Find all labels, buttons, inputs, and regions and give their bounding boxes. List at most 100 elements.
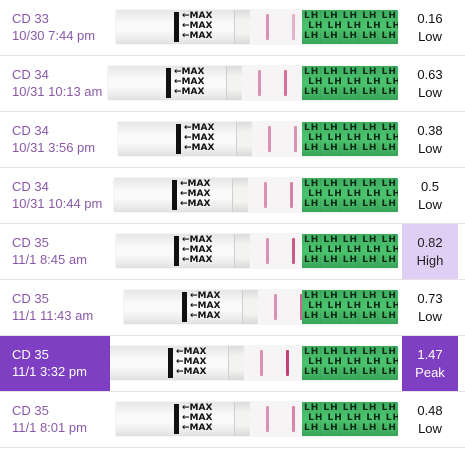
test-row[interactable]: CD 35 11/1 8:01 pm ←MAX ←MAX ←MAX LH LH LH … <box>0 392 465 448</box>
strip-green-end: LH LH LH LH LH LH LH LH LH LH LH LH LH L… <box>302 66 398 100</box>
test-line <box>294 126 297 152</box>
max-arrows-icon: ←MAX ←MAX ←MAX <box>182 11 213 41</box>
test-label: CD 35 11/1 8:01 pm <box>0 392 110 447</box>
reading-value: 1.47 <box>417 347 443 362</box>
result-window <box>242 66 312 100</box>
test-reading: 0.16 Low <box>402 0 458 55</box>
strip-green-end: LH LH LH LH LH LH LH LH LH LH LH LH LH L… <box>302 122 398 156</box>
test-datetime-text: 11/1 8:45 am <box>12 252 87 267</box>
max-arrows-icon: ←MAX ←MAX ←MAX <box>182 235 213 265</box>
strip-handle-bar <box>182 292 187 322</box>
test-reading: 1.47 Peak <box>402 336 458 391</box>
strip-handle-bar <box>174 236 179 266</box>
test-datetime-text: 10/31 3:56 pm <box>12 140 96 155</box>
test-reading: 0.63 Low <box>402 56 458 111</box>
strip-green-end: LH LH LH LH LH LH LH LH LH LH LH LH LH L… <box>302 10 398 44</box>
max-arrows-icon: ←MAX ←MAX ←MAX <box>180 179 211 209</box>
test-row[interactable]: CD 34 10/31 10:13 am ←MAX ←MAX ←MAX LH LH L… <box>0 56 465 112</box>
reading-level: Low <box>418 309 442 324</box>
reading-value: 0.48 <box>417 403 443 418</box>
strip-green-end: LH LH LH LH LH LH LH LH LH LH LH LH LH L… <box>302 178 398 212</box>
test-row[interactable]: CD 35 11/1 3:32 pm ←MAX ←MAX ←MAX LH LH LH … <box>0 336 465 392</box>
strip-green-end: LH LH LH LH LH LH LH LH LH LH LH LH LH L… <box>302 290 398 324</box>
test-line <box>292 14 295 40</box>
control-line <box>266 14 269 40</box>
test-datetime-text: 11/1 3:32 pm <box>12 364 87 379</box>
test-strip-photo: ←MAX ←MAX ←MAX LH LH LH LH LH LH LH LH LH… <box>116 234 398 268</box>
reading-value: 0.82 <box>417 235 443 250</box>
test-row[interactable]: CD 34 10/31 3:56 pm ←MAX ←MAX ←MAX LH LH LH… <box>0 112 465 168</box>
strip-handle-bar <box>168 348 173 378</box>
test-line <box>292 406 295 432</box>
cycle-day-text: CD 34 <box>12 67 49 82</box>
test-strip-photo: ←MAX ←MAX ←MAX LH LH LH LH LH LH LH LH LH… <box>116 402 398 436</box>
cycle-day-text: CD 35 <box>12 347 49 362</box>
cycle-day-text: CD 35 <box>12 403 49 418</box>
reading-value: 0.16 <box>417 11 443 26</box>
test-label: CD 34 10/31 10:44 pm <box>0 168 110 223</box>
test-label: CD 35 11/1 8:45 am <box>0 224 110 279</box>
test-datetime-text: 11/1 11:43 am <box>12 308 94 323</box>
strip-handle-bar <box>166 68 171 98</box>
reading-value: 0.63 <box>417 67 443 82</box>
test-strip-photo: ←MAX ←MAX ←MAX LH LH LH LH LH LH LH LH LH… <box>124 290 398 324</box>
reading-level: Peak <box>415 365 445 380</box>
test-label: CD 34 10/31 3:56 pm <box>0 112 110 167</box>
test-label: CD 35 11/1 3:32 pm <box>0 336 110 391</box>
test-row[interactable]: CD 35 11/1 8:45 am ←MAX ←MAX ←MAX LH LH LH … <box>0 224 465 280</box>
test-row[interactable]: CD 35 11/1 11:43 am ←MAX ←MAX ←MAX LH LH LH… <box>0 280 465 336</box>
strip-green-end: LH LH LH LH LH LH LH LH LH LH LH LH LH L… <box>302 402 398 436</box>
test-row[interactable]: CD 33 10/30 7:44 pm ←MAX ←MAX ←MAX LH LH LH… <box>0 0 465 56</box>
test-strip-photo: ←MAX ←MAX ←MAX LH LH LH LH LH LH LH LH LH… <box>116 10 398 44</box>
test-line <box>300 294 303 320</box>
max-arrows-icon: ←MAX ←MAX ←MAX <box>176 347 207 377</box>
cycle-day-text: CD 33 <box>12 11 49 26</box>
cycle-day-text: CD 35 <box>12 235 49 250</box>
test-strip-photo: ←MAX ←MAX ←MAX LH LH LH LH LH LH LH LH LH… <box>118 122 398 156</box>
reading-value: 0.38 <box>417 123 443 138</box>
test-row[interactable]: CD 34 10/31 10:44 pm ←MAX ←MAX ←MAX LH LH L… <box>0 168 465 224</box>
reading-value: 0.5 <box>420 179 440 194</box>
test-reading: 0.73 Low <box>402 280 458 335</box>
control-line <box>264 182 267 208</box>
cycle-day-text: CD 34 <box>12 123 49 138</box>
reading-level: Low <box>418 197 442 212</box>
test-datetime-text: 11/1 8:01 pm <box>12 420 87 435</box>
strip-green-end: LH LH LH LH LH LH LH LH LH LH LH LH LH L… <box>302 234 398 268</box>
test-reading: 0.38 Low <box>402 112 458 167</box>
test-line <box>292 238 295 264</box>
test-line <box>286 350 289 376</box>
test-reading: 0.82 High <box>402 224 458 279</box>
test-strip-photo: ←MAX ←MAX ←MAX LH LH LH LH LH LH LH LH LH… <box>110 346 398 380</box>
strip-handle-bar <box>172 180 177 210</box>
control-line <box>258 70 261 96</box>
strip-green-end: LH LH LH LH LH LH LH LH LH LH LH LH LH L… <box>302 346 398 380</box>
reading-value: 0.73 <box>417 291 443 306</box>
reading-level: Low <box>418 29 442 44</box>
reading-level: Low <box>418 141 442 156</box>
reading-level: Low <box>418 421 442 436</box>
reading-level: Low <box>418 85 442 100</box>
max-arrows-icon: ←MAX ←MAX ←MAX <box>174 67 205 97</box>
test-datetime-text: 10/31 10:13 am <box>12 84 103 99</box>
cycle-day-text: CD 34 <box>12 179 49 194</box>
test-datetime-text: 10/31 10:44 pm <box>12 196 103 211</box>
control-line <box>274 294 277 320</box>
max-arrows-icon: ←MAX ←MAX ←MAX <box>190 291 221 321</box>
test-line <box>290 182 293 208</box>
cycle-day-text: CD 35 <box>12 291 49 306</box>
control-line <box>266 406 269 432</box>
test-reading: 0.48 Low <box>402 392 458 447</box>
control-line <box>266 238 269 264</box>
strip-handle-bar <box>176 124 181 154</box>
strip-handle-bar <box>174 12 179 42</box>
test-strip-photo: ←MAX ←MAX ←MAX LH LH LH LH LH LH LH LH LH… <box>108 66 398 100</box>
test-label: CD 33 10/30 7:44 pm <box>0 0 110 55</box>
control-line <box>268 126 271 152</box>
test-label: CD 34 10/31 10:13 am <box>0 56 110 111</box>
max-arrows-icon: ←MAX ←MAX ←MAX <box>184 123 215 153</box>
control-line <box>260 350 263 376</box>
test-line <box>284 70 287 96</box>
strip-handle-bar <box>174 404 179 434</box>
